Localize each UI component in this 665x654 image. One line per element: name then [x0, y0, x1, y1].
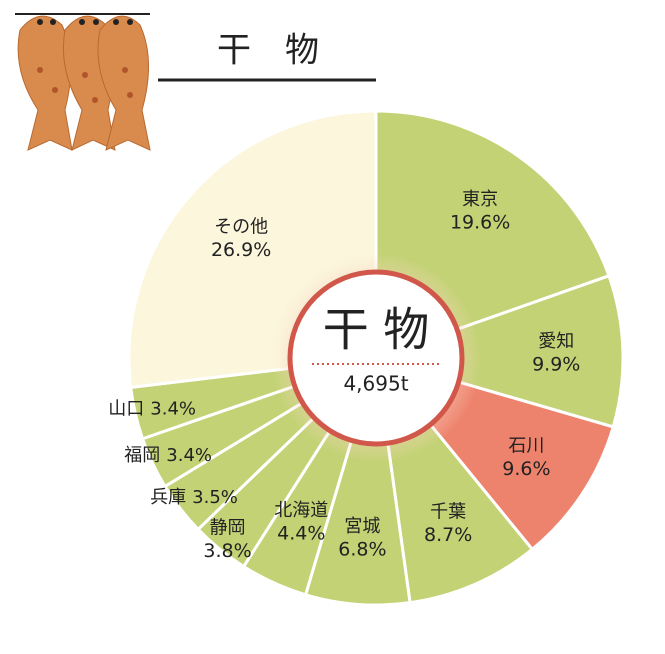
category-label: 山口 [108, 399, 144, 420]
category-label: 千葉 [430, 501, 466, 522]
category-label: 石川 [508, 435, 544, 456]
value-label: 3.4% [150, 399, 196, 420]
center-title: 干 物 [323, 303, 430, 357]
category-label: 福岡 [124, 445, 160, 466]
value-label: 26.9% [211, 239, 271, 261]
page-title: 干 物 [217, 31, 319, 71]
value-label: 8.7% [424, 524, 472, 546]
chart: 干 物 干 物 4,695t 東京19.6% 愛知9.9% 石川9.6% 千葉8.7%… [0, 0, 665, 654]
center-circle [290, 272, 462, 444]
category-label: 東京 [462, 189, 498, 210]
value-label: 9.9% [532, 353, 580, 375]
fish-illustration [15, 14, 150, 150]
value-label: 4.4% [277, 523, 325, 545]
value-label: 9.6% [502, 458, 550, 480]
center-subtitle: 4,695t [343, 372, 408, 396]
category-label: 愛知 [538, 331, 574, 352]
category-label: 静岡 [210, 518, 246, 539]
category-label: 兵庫 [150, 487, 186, 508]
category-label: 北海道 [274, 500, 328, 521]
value-label: 3.8% [203, 540, 251, 562]
slice-label: 福岡 3.4% [124, 445, 212, 466]
value-label: 3.5% [192, 487, 238, 508]
value-label: 19.6% [450, 211, 510, 233]
category-label: 宮城 [344, 516, 380, 537]
slice-label: 山口 3.4% [108, 399, 196, 420]
value-label: 3.4% [166, 445, 212, 466]
category-label: その他 [214, 216, 268, 237]
slice-label: 兵庫 3.5% [150, 487, 238, 508]
value-label: 6.8% [338, 538, 386, 560]
